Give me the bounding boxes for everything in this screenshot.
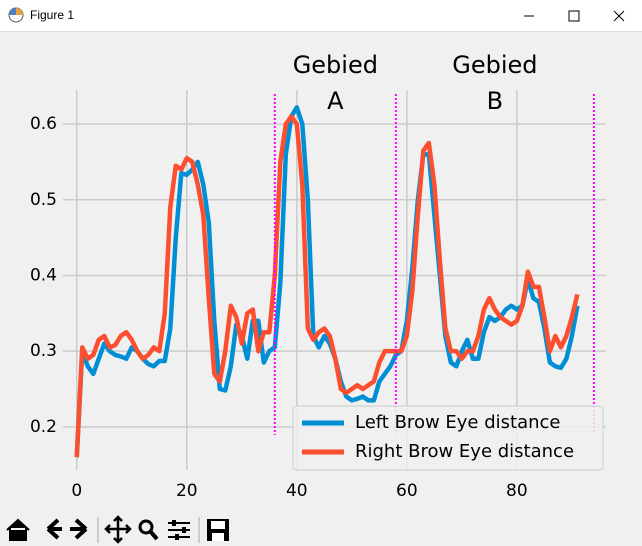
y-tick-label: 0.5	[30, 190, 57, 210]
series-line	[74, 114, 580, 458]
window-title: Figure 1	[30, 8, 75, 22]
save-button[interactable]	[207, 519, 229, 541]
y-tick-label: 0.6	[30, 114, 57, 134]
window-controls[interactable]	[502, 0, 642, 31]
forward-button[interactable]	[70, 518, 88, 540]
chart: 0.2 0.3 0.4 0.5 0.6 0 20 40 60 80 Gebied A Gebied B Le…	[30, 51, 606, 501]
x-tick-label: 80	[506, 481, 528, 501]
y-tick-label: 0.2	[30, 417, 57, 437]
title-bar: Figure 1	[0, 0, 642, 32]
annotation: B	[487, 87, 503, 115]
home-button[interactable]	[6, 518, 30, 541]
annotation: Gebied	[452, 51, 537, 79]
legend-label: Left Brow Eye distance	[355, 412, 561, 433]
configure-button[interactable]	[168, 520, 190, 540]
legend-box	[292, 405, 604, 471]
pan-button[interactable]	[104, 515, 132, 544]
x-tick-label: 20	[176, 481, 198, 501]
back-button[interactable]	[46, 518, 62, 540]
x-tick-label: 60	[396, 481, 418, 501]
x-tick-label: 0	[71, 481, 82, 501]
y-tick-label: 0.4	[30, 265, 57, 285]
annotation: Gebied	[293, 51, 378, 79]
series-line	[74, 105, 580, 458]
legend-label: Right Brow Eye distance	[355, 441, 574, 462]
y-tick-label: 0.3	[30, 341, 57, 361]
annotation: A	[327, 87, 344, 115]
zoom-button[interactable]	[138, 519, 159, 541]
x-tick-label: 40	[286, 481, 308, 501]
toolbar	[6, 515, 229, 544]
app-icon	[8, 7, 24, 23]
